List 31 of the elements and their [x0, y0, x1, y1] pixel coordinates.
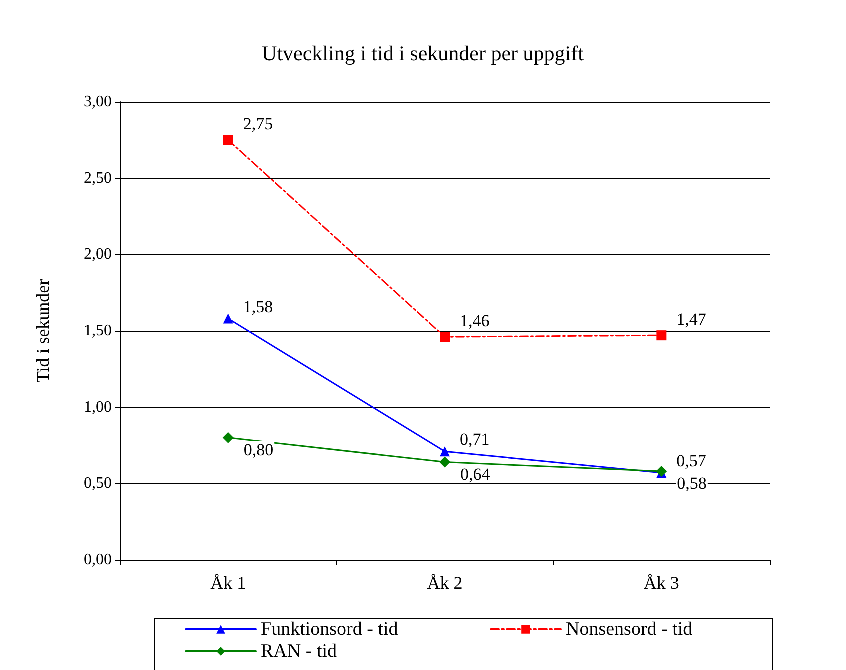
- chart-title: Utveckling i tid i sekunder per uppgift: [262, 42, 584, 66]
- y-tick-label: 0,50: [84, 475, 112, 492]
- data-label: 1,47: [676, 310, 707, 330]
- data-label: 0,58: [677, 474, 707, 493]
- data-label: 1,46: [460, 312, 490, 331]
- point: [223, 135, 234, 146]
- legend-label: Nonsensord - tid: [566, 619, 694, 640]
- y-tick-label: 0,00: [84, 552, 112, 568]
- y-tick-label: 1,00: [84, 398, 112, 416]
- data-label: 0,64: [460, 464, 491, 484]
- data-label: 0,80: [244, 440, 274, 460]
- y-tick-label: 2,50: [84, 170, 112, 187]
- point: [440, 446, 450, 457]
- data-label: 0,57: [676, 451, 707, 470]
- x-tick-label: Åk 3: [644, 573, 680, 593]
- point: [223, 314, 234, 324]
- point: [440, 332, 450, 342]
- y-tick-label: 3,00: [84, 94, 112, 110]
- x-tick-label: Åk 1: [210, 573, 246, 593]
- point: [656, 330, 667, 341]
- point: [440, 456, 450, 468]
- legend-label: Funktionsord - tid: [261, 619, 399, 640]
- data-label: 0,71: [460, 430, 490, 450]
- y-tick-label: 1,50: [84, 322, 112, 340]
- data-label: 2,75: [243, 114, 274, 134]
- legend-label: RAN - tid: [261, 641, 338, 662]
- x-tick-label: Åk 2: [427, 573, 463, 593]
- y-axis-title: Tid i sekunder: [33, 279, 53, 383]
- point: [222, 432, 234, 444]
- y-tick-label: 2,00: [84, 246, 112, 264]
- data-label: 1,58: [243, 297, 274, 316]
